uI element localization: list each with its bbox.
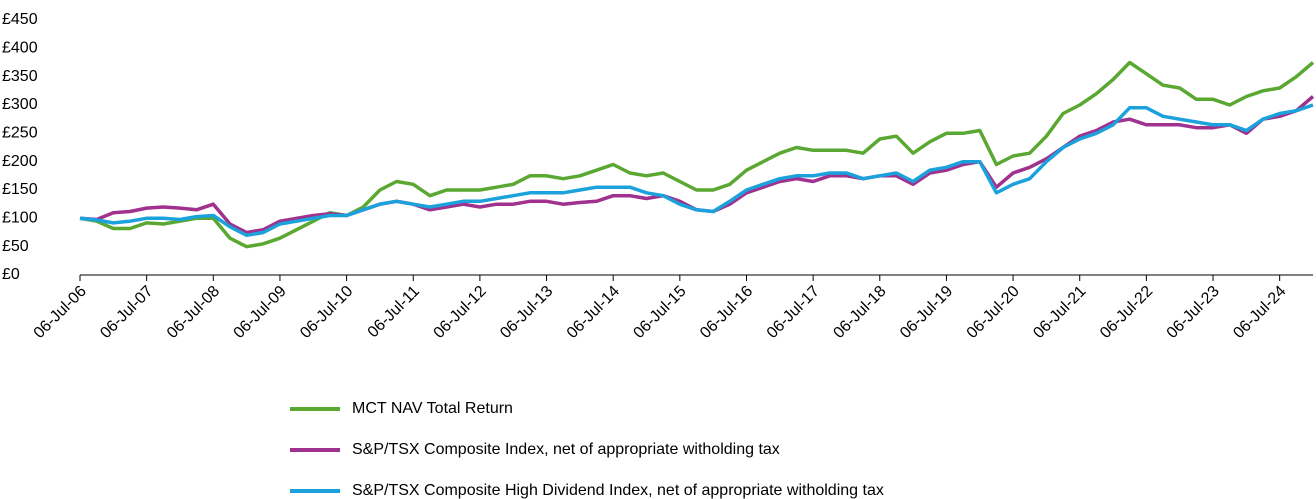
y-tick-label: £250 (2, 125, 38, 142)
x-tick-label: 06-Jul-18 (830, 283, 889, 342)
x-tick-label: 06-Jul-24 (1230, 283, 1289, 342)
x-tick-label: 06-Jul-12 (431, 283, 490, 342)
series-line (79, 95, 1315, 235)
x-tick-label: 06-Jul-16 (697, 283, 756, 342)
y-tick-label: £300 (2, 96, 38, 113)
y-tick-label: £200 (2, 153, 38, 170)
x-tick-label: 06-Jul-07 (97, 283, 156, 342)
x-tick-label: 06-Jul-20 (964, 283, 1023, 342)
x-tick-label: 06-Jul-09 (231, 283, 290, 342)
legend-label: S&P/TSX Composite High Dividend Index, n… (352, 482, 884, 499)
x-tick-label: 06-Jul-23 (1164, 283, 1223, 342)
legend-label: S&P/TSX Composite Index, net of appropri… (352, 441, 780, 458)
series-line (79, 103, 1314, 238)
legend-label: MCT NAV Total Return (352, 400, 513, 417)
x-tick-label: 06-Jul-14 (564, 283, 623, 342)
series-line (79, 60, 1315, 249)
x-tick-label: 06-Jul-19 (897, 283, 956, 342)
x-tick-label: 06-Jul-08 (164, 283, 223, 342)
y-tick-label: £0 (2, 266, 20, 283)
x-tick-label: 06-Jul-15 (630, 283, 689, 342)
y-tick-label: £100 (2, 210, 38, 227)
y-tick-label: £350 (2, 68, 38, 85)
x-tick-label: 06-Jul-17 (764, 283, 823, 342)
y-tick-label: £150 (2, 181, 38, 198)
x-tick-label: 06-Jul-13 (497, 283, 556, 342)
x-tick-label: 06-Jul-21 (1030, 283, 1089, 342)
y-tick-label: £50 (2, 238, 29, 255)
x-tick-label: 06-Jul-22 (1097, 283, 1156, 342)
y-tick-label: £400 (2, 40, 38, 57)
x-tick-label: 06-Jul-11 (365, 283, 423, 341)
x-tick-label: 06-Jul-10 (297, 283, 356, 342)
x-tick-label: 06-Jul-06 (31, 283, 90, 342)
y-tick-label: £450 (2, 11, 38, 28)
